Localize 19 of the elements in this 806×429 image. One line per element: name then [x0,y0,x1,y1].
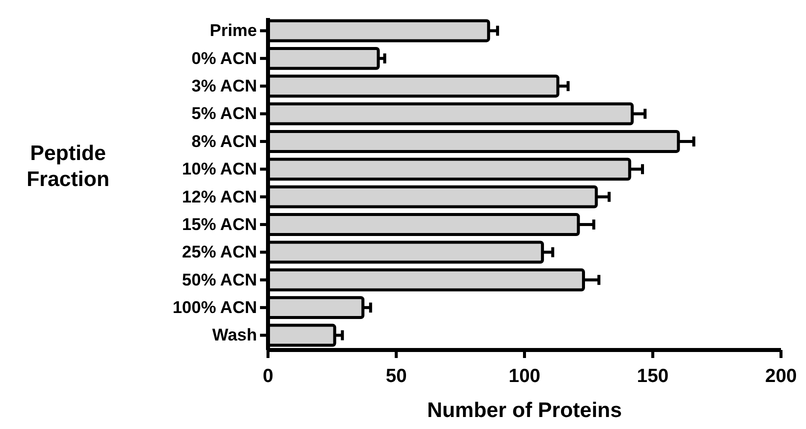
y-tick-label: 10% ACN [182,160,257,179]
x-tick-label: 200 [765,366,797,387]
y-tick-label: 8% ACN [192,132,257,151]
y-axis-title: Peptide Fraction [26,142,110,191]
x-tick-label: 0 [262,366,274,387]
y-tick-label: Prime [210,21,257,40]
y-tick-label: 5% ACN [192,104,257,124]
y-tick-label: 3% ACN [192,76,257,96]
y-tick-label: 12% ACN [182,187,257,206]
y-tick-label: 100% ACN [172,298,257,318]
y-tick-label: 50% ACN [182,270,257,290]
x-tick-label: 50 [386,366,407,387]
x-axis-title: Number of Proteins [427,399,622,422]
x-tick-label: 100 [508,366,540,387]
y-tick-label: 15% ACN [182,214,257,234]
y-tick-label: 25% ACN [182,242,257,262]
y-tick-label: Wash [212,326,257,345]
y-tick-label: 0% ACN [192,48,257,68]
x-tick-label: 150 [636,366,669,387]
